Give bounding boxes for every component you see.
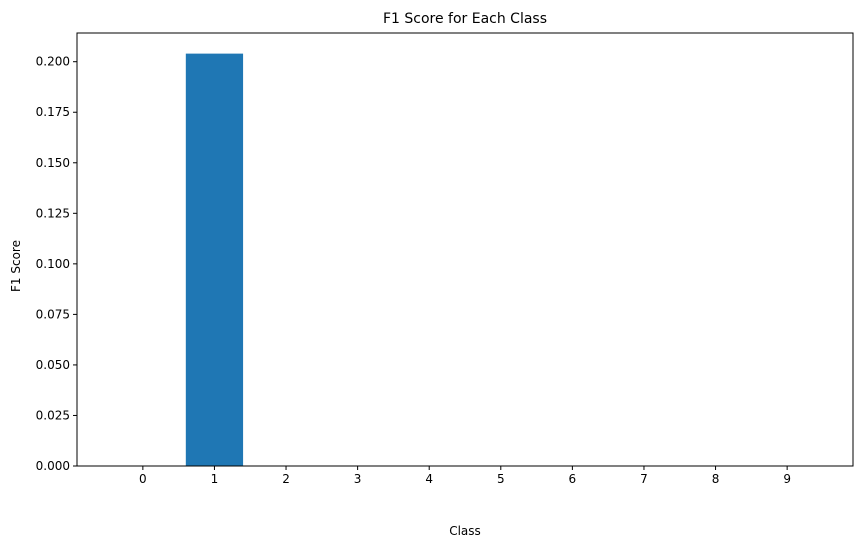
- x-axis: 0 1 2 3 4 5 6 7 8 9: [139, 466, 791, 486]
- x-tick-label: 4: [425, 472, 433, 486]
- bar-class-1: [185, 53, 244, 466]
- x-tick-label: 3: [354, 472, 362, 486]
- y-axis: 0.000 0.025 0.050 0.075 0.100 0.125 0.150 0.175…: [36, 55, 77, 473]
- bars-group: [185, 53, 244, 466]
- y-tick-label: 0.100: [36, 257, 70, 271]
- x-tick-label: 9: [783, 472, 791, 486]
- y-tick-label: 0.150: [36, 156, 70, 170]
- x-axis-label: Class: [449, 524, 481, 538]
- x-tick-label: 6: [569, 472, 577, 486]
- y-axis-label: F1 Score: [9, 240, 23, 292]
- y-tick-label: 0.125: [36, 206, 70, 220]
- chart-title: F1 Score for Each Class: [383, 11, 547, 27]
- y-tick-label: 0.200: [36, 55, 70, 69]
- y-tick-label: 0.025: [36, 408, 70, 422]
- y-tick-label: 0.075: [36, 307, 70, 321]
- x-tick-label: 8: [712, 472, 720, 486]
- plot-frame: [76, 32, 854, 467]
- x-tick-label: 1: [211, 472, 219, 486]
- x-tick-label: 2: [282, 472, 290, 486]
- y-tick-label: 0.175: [36, 105, 70, 119]
- x-tick-label: 7: [640, 472, 648, 486]
- y-tick-label: 0.050: [36, 358, 70, 372]
- y-tick-label: 0.000: [36, 459, 70, 473]
- x-tick-label: 5: [497, 472, 505, 486]
- x-tick-label: 0: [139, 472, 147, 486]
